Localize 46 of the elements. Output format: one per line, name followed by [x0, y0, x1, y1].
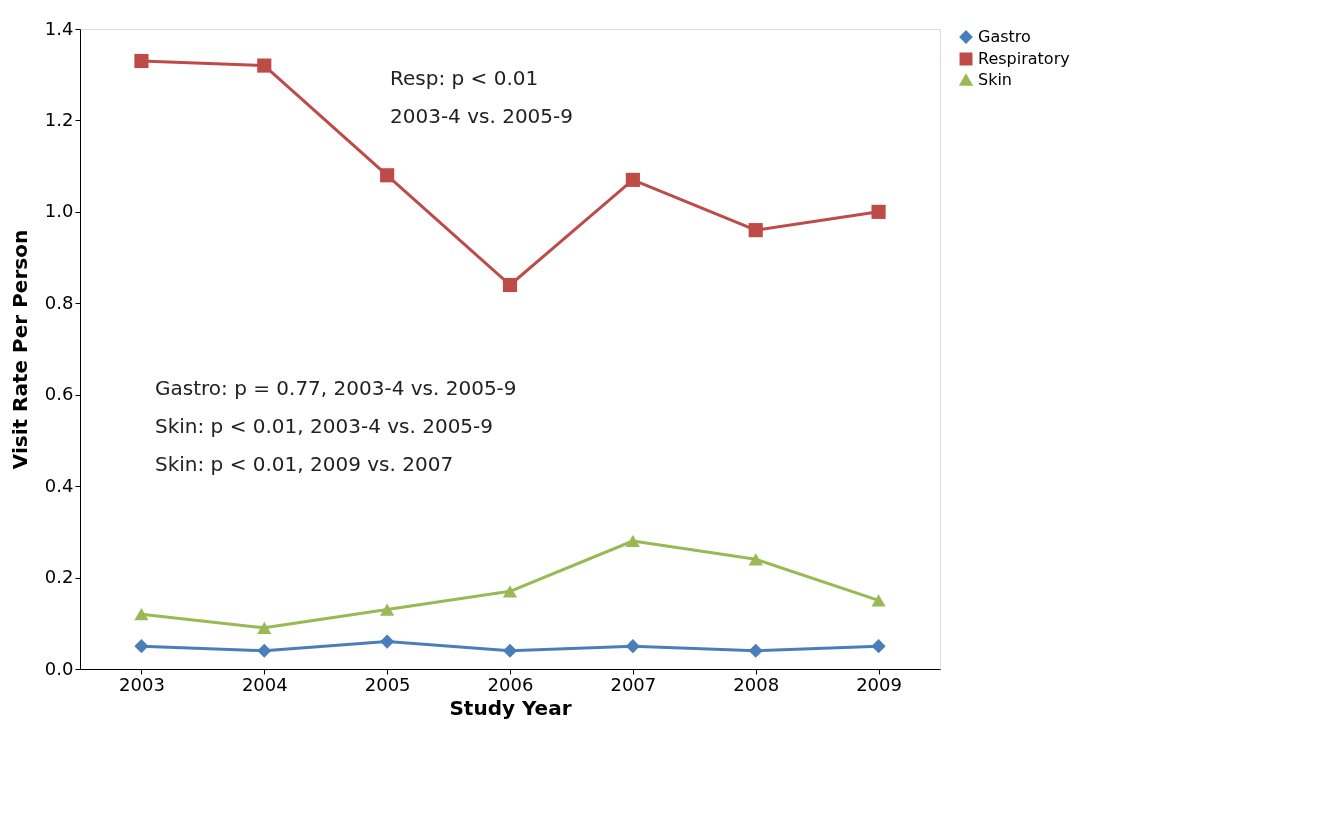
legend-label: Skin [978, 70, 1013, 89]
annotation: 2003-4 vs. 2005-9 [390, 104, 574, 128]
legend-label: Respiratory [978, 49, 1070, 68]
x-tick-label: 2003 [119, 673, 165, 695]
annotation: Resp: p < 0.01 [390, 66, 539, 90]
annotation: Skin: p < 0.01, 2009 vs. 2007 [155, 452, 454, 476]
y-tick-label: 0.0 [44, 657, 74, 679]
x-tick-label: 2007 [610, 673, 657, 695]
point [502, 585, 518, 598]
y-tick-label: 1.4 [44, 17, 74, 39]
x-axis-title: Study Year [449, 695, 572, 720]
point [257, 58, 272, 73]
legend-label: Gastro [978, 27, 1031, 46]
x-tick-label: 2008 [733, 673, 780, 695]
x-tick-label: 2009 [856, 673, 902, 695]
point [502, 643, 518, 658]
point [257, 621, 272, 634]
annotation: Skin: p < 0.01, 2003-4 vs. 2005-9 [155, 414, 494, 438]
point [134, 608, 149, 621]
x-tick-label: 2006 [487, 673, 534, 695]
y-tick-label: 0.2 [44, 566, 74, 588]
point [871, 204, 886, 219]
point [748, 643, 763, 658]
point [380, 603, 395, 616]
point [748, 553, 763, 566]
y-tick-label: 0.4 [44, 474, 74, 496]
y-tick-label: 1.2 [44, 108, 74, 130]
x-tick-label: 2005 [364, 673, 411, 695]
point [134, 53, 149, 69]
y-tick-label: 0.8 [44, 291, 74, 313]
y-tick-label: 1.0 [44, 200, 74, 222]
point [502, 277, 518, 293]
point [625, 172, 640, 187]
x-tick-label: 2004 [241, 673, 288, 695]
point [625, 534, 640, 548]
point [380, 634, 395, 649]
point [134, 639, 149, 654]
annotation: Gastro: p = 0.77, 2003-4 vs. 2005-9 [155, 376, 517, 400]
point [871, 639, 886, 654]
point [748, 223, 763, 238]
point [380, 168, 395, 183]
point [625, 639, 640, 654]
y-axis-title: Visit Rate Per Person [7, 229, 32, 470]
y-tick-label: 0.6 [44, 383, 74, 405]
point [871, 594, 886, 607]
point [257, 643, 272, 658]
